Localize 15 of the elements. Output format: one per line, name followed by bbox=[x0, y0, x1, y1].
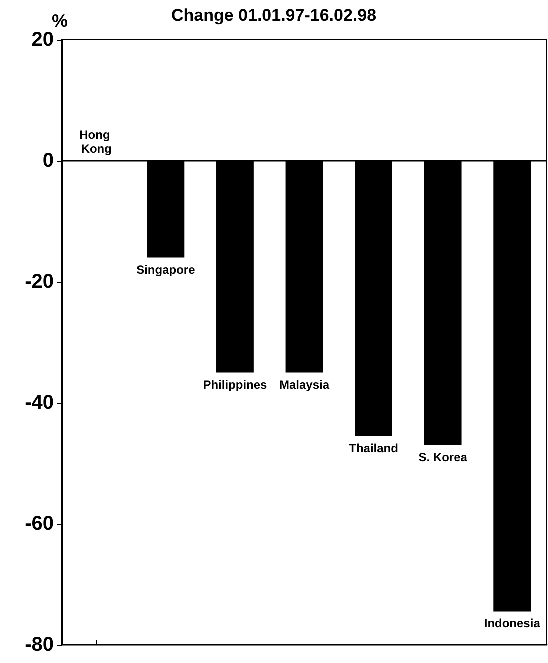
y-axis-title: % bbox=[52, 11, 68, 32]
x-tick-label: Indonesia bbox=[484, 616, 541, 631]
y-tick-label: 20 bbox=[32, 29, 54, 51]
x-tick-label: Thailand bbox=[349, 441, 398, 456]
x-tick-label: Hong Kong bbox=[80, 128, 114, 156]
y-tick-label: 0 bbox=[42, 150, 54, 172]
y-tick-label: -60 bbox=[25, 513, 54, 535]
y-tick-label: -20 bbox=[25, 271, 54, 293]
chart-title: Change 01.01.97-16.02.98 bbox=[171, 6, 377, 25]
x-tick-label: Malaysia bbox=[279, 378, 330, 392]
y-tick-label: -80 bbox=[25, 634, 54, 656]
x-tick-label: Philippines bbox=[203, 378, 268, 392]
x-tick-label: Singapore bbox=[136, 262, 196, 277]
x-tick-label: S. Korea bbox=[418, 450, 468, 464]
y-tick-label: -40 bbox=[25, 392, 54, 414]
